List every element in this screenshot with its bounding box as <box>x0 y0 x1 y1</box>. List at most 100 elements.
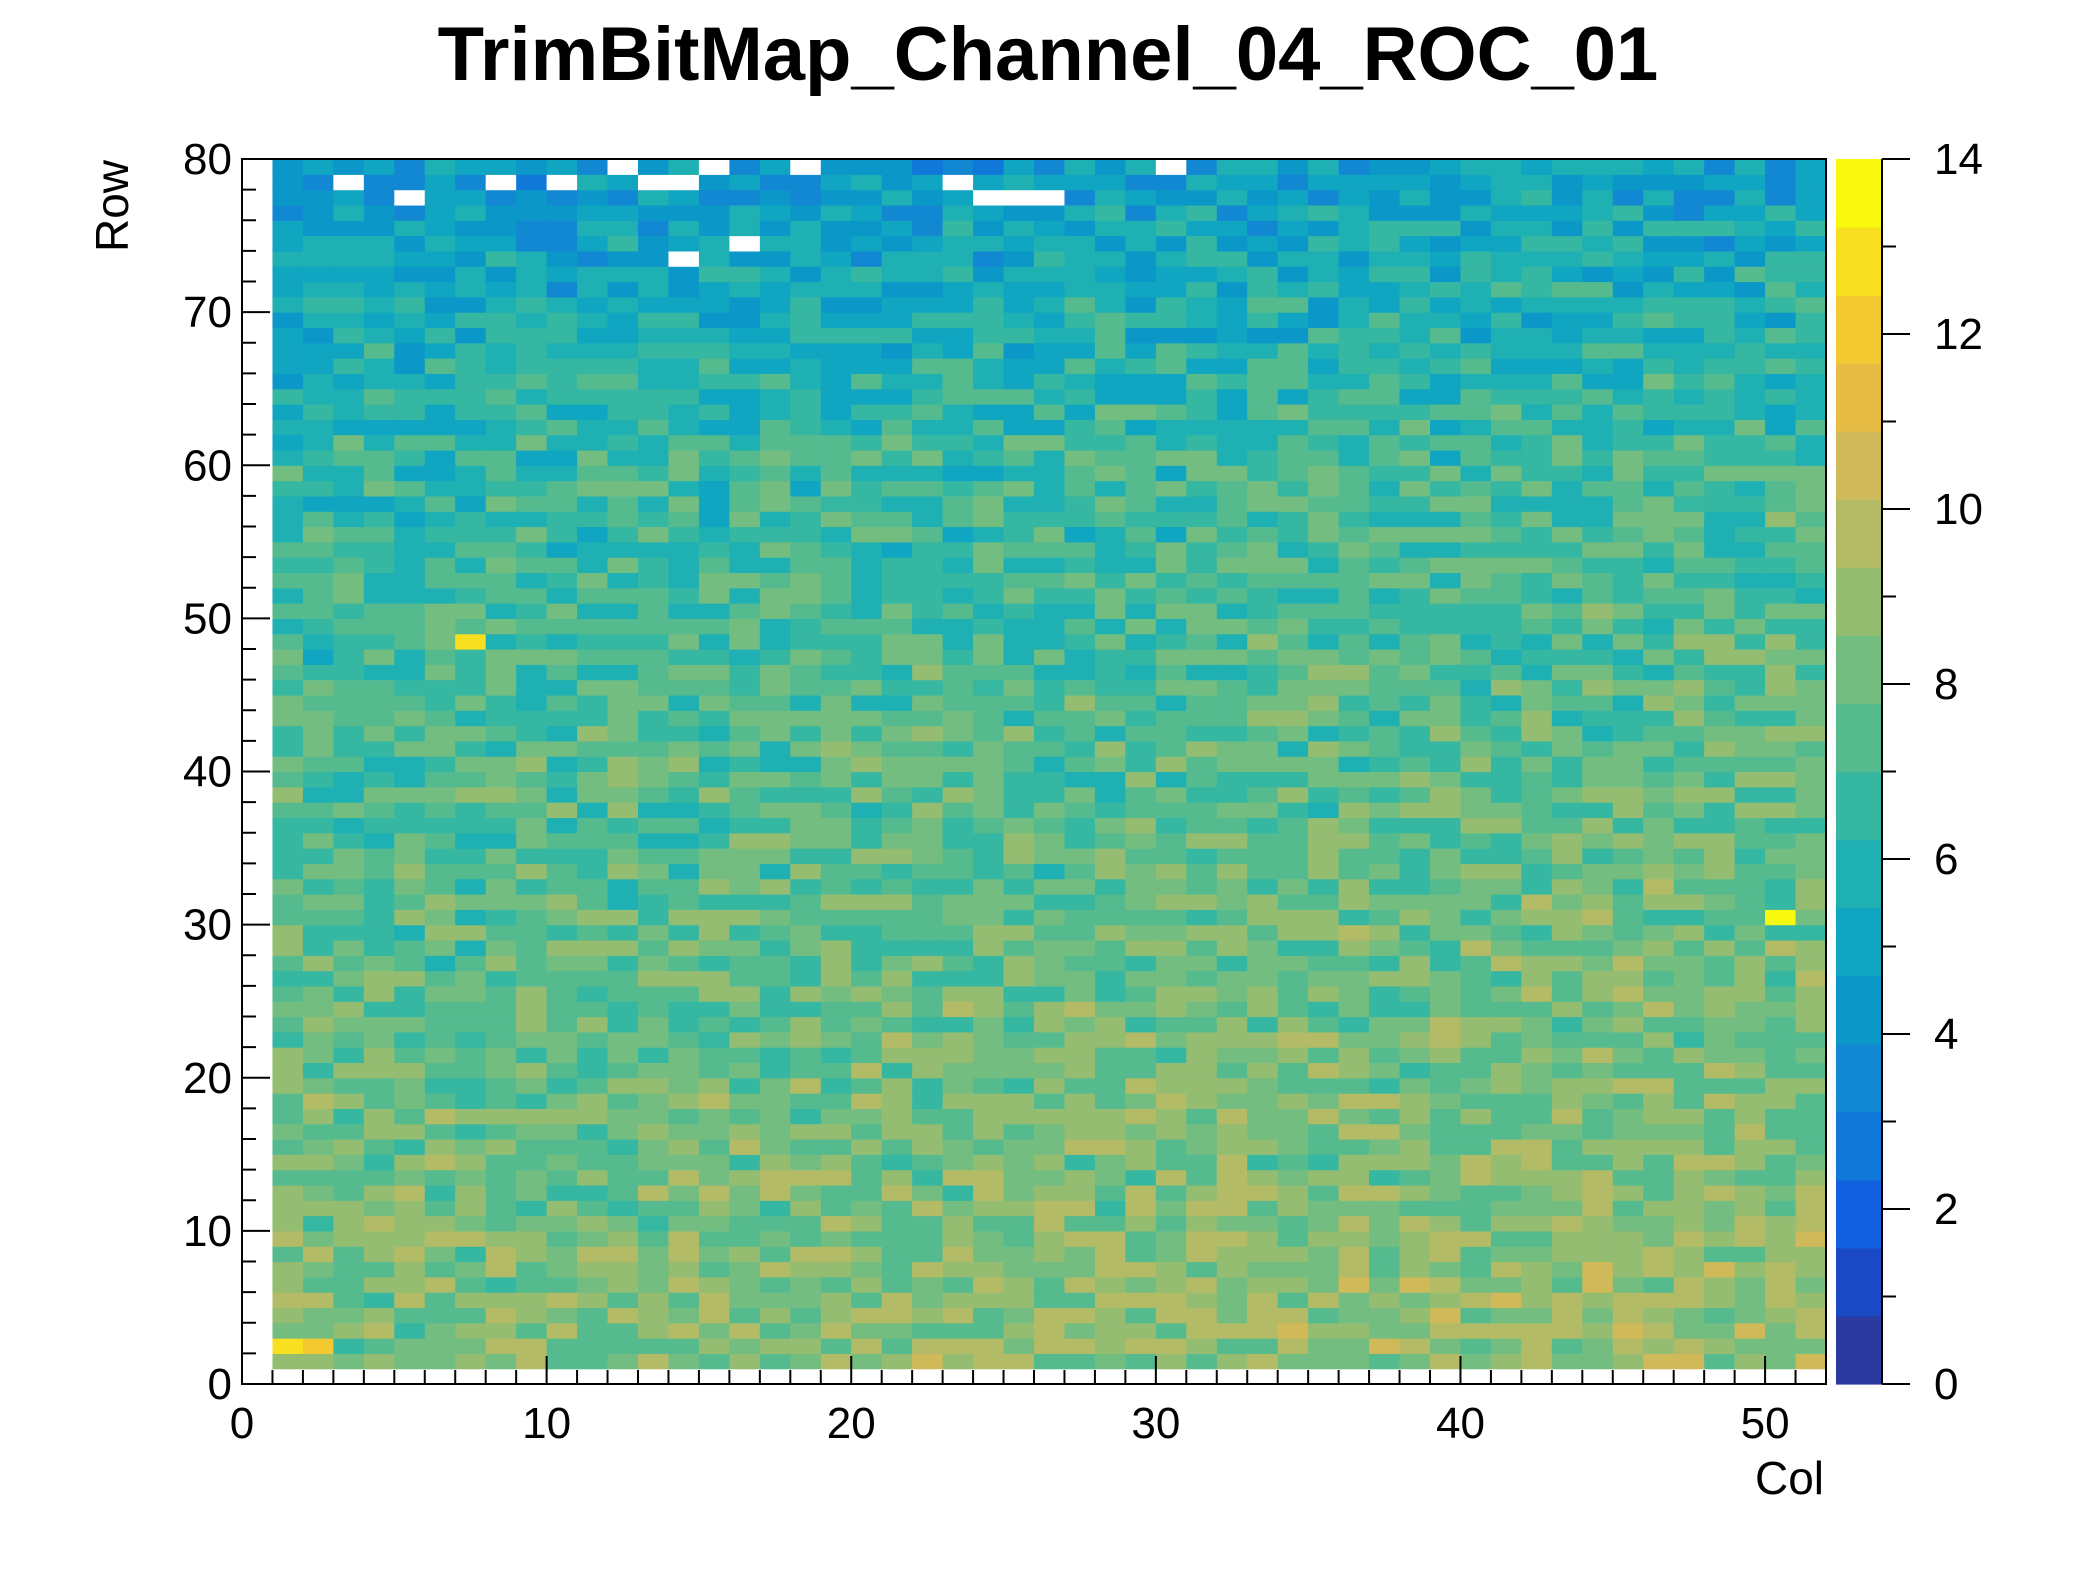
heatmap-cell <box>851 281 883 298</box>
heatmap-cell <box>302 740 334 757</box>
heatmap-cell <box>1612 511 1644 528</box>
heatmap-cell <box>698 1031 730 1048</box>
heatmap-cell <box>516 618 548 635</box>
heatmap-cell <box>1094 1292 1126 1309</box>
heatmap-cell <box>424 694 456 711</box>
heatmap-cell <box>485 832 517 849</box>
heatmap-cell <box>485 511 517 528</box>
heatmap-cell <box>638 863 670 880</box>
heatmap-cell <box>1582 710 1614 727</box>
heatmap-cell <box>333 1016 365 1033</box>
heatmap-cell <box>302 1215 334 1232</box>
heatmap-cell <box>729 404 761 420</box>
heatmap-cell <box>698 1093 730 1109</box>
heatmap-cell <box>973 1047 1005 1064</box>
heatmap-cell <box>1490 1230 1522 1247</box>
heatmap-cell <box>1551 679 1583 696</box>
heatmap-cell <box>1125 1215 1157 1232</box>
heatmap-cell <box>1765 817 1797 834</box>
heatmap-cell <box>1490 740 1522 757</box>
heatmap-cell <box>272 909 304 926</box>
heatmap-cell <box>546 250 578 267</box>
heatmap-cell <box>698 159 730 175</box>
heatmap-cell <box>1582 1108 1614 1125</box>
heatmap-cell <box>638 1307 670 1324</box>
heatmap-cell <box>1551 449 1583 466</box>
heatmap-cell <box>759 557 791 574</box>
heatmap-cell <box>820 878 852 895</box>
heatmap-cell <box>1612 740 1644 757</box>
heatmap-cell <box>1399 1139 1431 1155</box>
heatmap-cell <box>881 327 913 344</box>
heatmap-cell <box>1551 342 1583 359</box>
heatmap-cell <box>485 1261 517 1278</box>
heatmap-cell <box>394 1139 426 1155</box>
heatmap-cell <box>363 587 395 604</box>
heatmap-cell <box>1551 1184 1583 1201</box>
heatmap-cell <box>729 465 761 482</box>
heatmap-cell <box>1521 189 1553 206</box>
heatmap-cell <box>1734 281 1766 298</box>
heatmap-cell <box>1338 924 1370 941</box>
heatmap-cell <box>546 939 578 956</box>
heatmap-cell <box>668 281 700 298</box>
heatmap-cell <box>1430 296 1462 313</box>
heatmap-cell <box>1734 572 1766 589</box>
heatmap-cell <box>820 1093 852 1109</box>
heatmap-cell <box>1765 832 1797 849</box>
heatmap-cell <box>1034 159 1066 175</box>
heatmap-cell <box>759 710 791 727</box>
heatmap-cell <box>1551 1353 1583 1370</box>
heatmap-cell <box>333 771 365 788</box>
heatmap-cell <box>729 679 761 696</box>
heatmap-cell <box>546 756 578 773</box>
heatmap-cell <box>1551 955 1583 972</box>
heatmap-cell <box>1704 802 1736 819</box>
heatmap-cell <box>1186 495 1218 512</box>
heatmap-cell <box>759 587 791 604</box>
heatmap-cell <box>302 1292 334 1309</box>
heatmap-cell <box>790 235 822 252</box>
heatmap-cell <box>424 1031 456 1048</box>
heatmap-cell <box>668 802 700 819</box>
heatmap-cell <box>1765 296 1797 313</box>
heatmap-cell <box>1247 848 1279 864</box>
heatmap-cell <box>394 296 426 313</box>
heatmap-cells <box>272 159 1827 1370</box>
heatmap-cell <box>668 465 700 482</box>
heatmap-cell <box>1795 618 1827 635</box>
heatmap-cell <box>1582 1353 1614 1370</box>
heatmap-cell <box>1369 281 1401 298</box>
heatmap-cell <box>1551 649 1583 665</box>
heatmap-cell <box>485 924 517 941</box>
heatmap-cell <box>1430 740 1462 757</box>
heatmap-cell <box>729 1016 761 1033</box>
heatmap-cell <box>607 541 639 558</box>
heatmap-cell <box>1277 848 1309 864</box>
heatmap-cell <box>1064 373 1096 390</box>
heatmap-cell <box>546 817 578 834</box>
heatmap-cell <box>1094 1353 1126 1370</box>
heatmap-cell <box>729 802 761 819</box>
heatmap-cell <box>790 894 822 910</box>
heatmap-cell <box>1277 618 1309 635</box>
heatmap-cell <box>455 1169 487 1186</box>
heatmap-cell <box>1094 511 1126 528</box>
heatmap-cell <box>638 373 670 390</box>
heatmap-cell <box>1003 1353 1035 1370</box>
heatmap-cell <box>1034 894 1066 910</box>
heatmap-cell <box>1521 740 1553 757</box>
heatmap-cell <box>1277 1261 1309 1278</box>
heatmap-cell <box>272 1215 304 1232</box>
heatmap-cell <box>424 1154 456 1171</box>
heatmap-cell <box>698 1307 730 1324</box>
heatmap-cell <box>455 1246 487 1263</box>
heatmap-cell <box>759 327 791 344</box>
heatmap-cell <box>516 633 548 650</box>
heatmap-cell <box>455 863 487 880</box>
heatmap-cell <box>1308 1184 1340 1201</box>
heatmap-cell <box>1551 327 1583 344</box>
heatmap-cell <box>1034 296 1066 313</box>
heatmap-cell <box>1034 1338 1066 1354</box>
heatmap-cell <box>272 1353 304 1370</box>
